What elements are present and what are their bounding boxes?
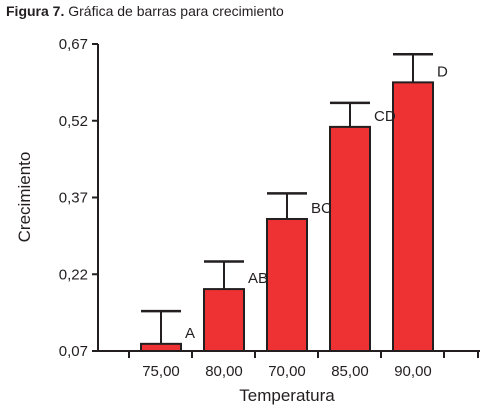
x-tick-label: 80,00 — [205, 363, 243, 380]
group-letter-label: CD — [374, 108, 396, 125]
bar — [392, 81, 434, 352]
y-axis-title: Crecimiento — [15, 152, 34, 243]
x-tick-label: 85,00 — [331, 363, 369, 380]
y-tick-label: 0,07 — [59, 343, 88, 360]
y-tick-label: 0,22 — [59, 266, 88, 283]
group-letter-label: AB — [248, 270, 268, 287]
figure-number: Figura 7. — [6, 3, 65, 19]
x-tick-label: 70,00 — [268, 363, 306, 380]
x-tick-label: 75,00 — [142, 363, 180, 380]
bar — [140, 342, 182, 353]
bar — [203, 288, 245, 353]
y-tick-label: 0,52 — [59, 113, 88, 130]
y-tick-label: 0,37 — [59, 190, 88, 207]
group-letter-label: D — [437, 63, 448, 80]
group-letter-label: A — [185, 325, 195, 342]
bar — [266, 217, 308, 352]
y-tick-label: 0,67 — [59, 36, 88, 53]
bars-layer — [140, 81, 434, 353]
figure-title: Gráfica de barras para crecimiento — [68, 3, 284, 19]
error-bars-layer — [141, 52, 433, 344]
figure-caption: Figura 7. Gráfica de barras para crecimi… — [6, 3, 284, 19]
group-letter-label: BC — [311, 200, 332, 217]
x-tick-label: 90,00 — [394, 363, 432, 380]
x-axis-title: Temperatura — [239, 386, 335, 405]
bar — [329, 125, 371, 352]
group-letters-layer: A AB BC CD D — [185, 63, 448, 341]
